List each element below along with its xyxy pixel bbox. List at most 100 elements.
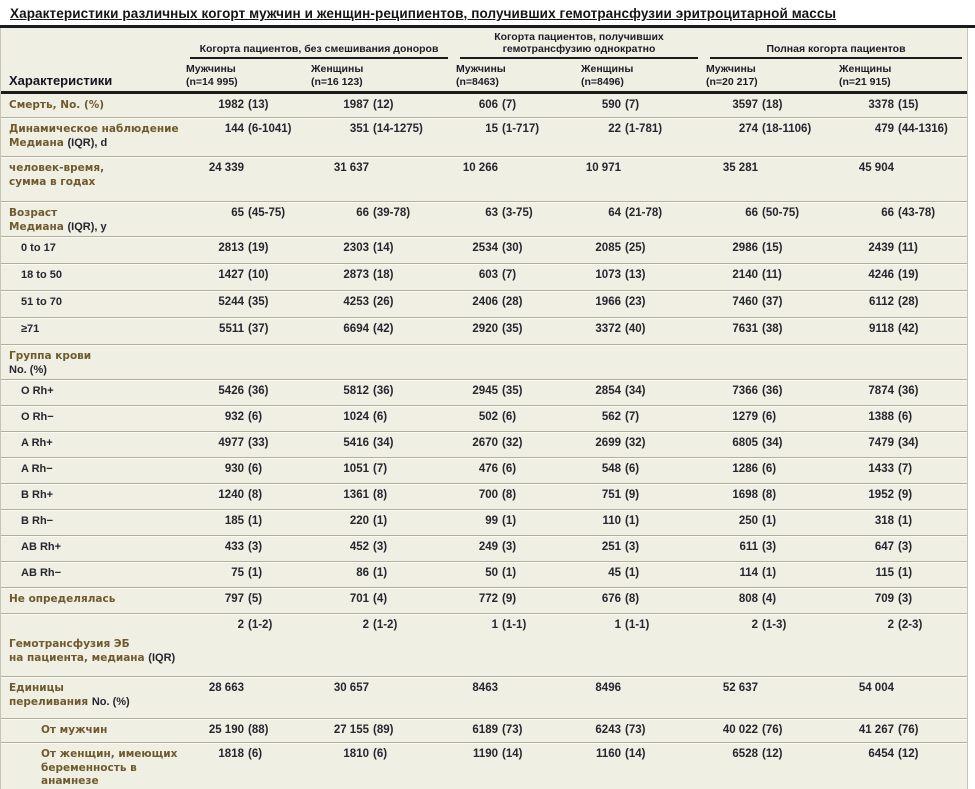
table-cell: 99 (1) xyxy=(454,510,579,535)
row-label-segment: Группа крови xyxy=(9,350,92,362)
table-cell: 932 (6) xyxy=(184,406,309,431)
table-row: человек-время, сумма в годах 24 339 31 637 1… xyxy=(1,156,967,201)
table-cell: 1433 (7) xyxy=(837,458,968,483)
cell-percent: (35) xyxy=(502,323,523,335)
row-label-line: O Rh− xyxy=(21,411,184,425)
row-label-segment: ≥71 xyxy=(21,323,40,335)
table-cell: 1966 (23) xyxy=(579,291,704,317)
cell-percent: (34) xyxy=(373,437,394,449)
table-cell: 4977 (33) xyxy=(184,432,309,457)
cell-percent: (32) xyxy=(502,437,523,449)
row-label-segment: человек-время, xyxy=(9,162,105,174)
table-cell: 606 (7) xyxy=(454,94,579,117)
table-cell xyxy=(184,345,309,379)
row-label-segment: переливания xyxy=(9,695,92,708)
table-cell: 220 (1) xyxy=(309,510,454,535)
cell-number: 45 xyxy=(608,567,621,579)
cell-percent: (3) xyxy=(762,541,777,553)
cell-percent: (1) xyxy=(248,515,263,527)
cell-number: 35 281 xyxy=(722,162,758,174)
cell-percent: (50-75) xyxy=(762,207,800,219)
cell-percent: (7) xyxy=(502,269,517,281)
cell-number: 1427 xyxy=(218,269,244,281)
table-cell: 5812 (36) xyxy=(309,380,454,405)
cell-percent: (3) xyxy=(625,541,640,553)
table-cell: 6243 (73) xyxy=(579,719,704,742)
table-cell: 3597 (18) xyxy=(704,94,837,117)
cell-percent: (15) xyxy=(762,242,783,254)
table-cell: 808 (4) xyxy=(704,588,837,613)
cell-number: 6805 xyxy=(732,437,758,449)
cell-percent: (34) xyxy=(625,385,646,397)
cell-percent: (1) xyxy=(898,567,913,579)
cell-number: 2699 xyxy=(595,437,621,449)
cell-percent: (14) xyxy=(502,748,523,760)
cell-number: 6528 xyxy=(732,748,758,760)
table-cell: 502 (6) xyxy=(454,406,579,431)
cell-percent: (8) xyxy=(762,489,777,501)
table-cell: 709 (3) xyxy=(837,588,968,613)
column-header-women-2: Женщины (n=8496) xyxy=(579,59,704,91)
table-cell: 114 (1) xyxy=(704,562,837,587)
table-cell: 797 (5) xyxy=(184,588,309,613)
table-cell: 433 (3) xyxy=(184,536,309,561)
cell-percent: (6) xyxy=(502,411,517,423)
row-label-line: 0 to 17 xyxy=(21,242,184,256)
cell-percent: (9) xyxy=(898,489,913,501)
cell-percent: (6) xyxy=(248,463,263,475)
row-label: Возраст Медиана (IQR), y xyxy=(1,202,184,236)
row-label-line: человек-время, xyxy=(9,162,184,176)
cell-percent: (7) xyxy=(898,463,913,475)
cell-percent: (28) xyxy=(502,296,523,308)
table-cell: 2813 (19) xyxy=(184,237,309,263)
table-row: A Rh+ 4977 (33) 5416 (34) 2670 (32) 2699 (32) 680… xyxy=(1,431,967,457)
row-label: Не определялась xyxy=(1,588,184,613)
cell-percent: (3) xyxy=(502,541,517,553)
row-label-line: Гемотрансфузия ЭБ xyxy=(9,638,184,652)
table-title: Характеристики различных когорт мужчин и… xyxy=(10,6,837,21)
cell-percent: (25) xyxy=(625,242,646,254)
cell-number: 185 xyxy=(224,515,244,527)
table-cell: 25 190 (88) xyxy=(184,719,309,742)
table-cell: 66 (43-78) xyxy=(837,202,968,236)
cell-percent: (32) xyxy=(625,437,646,449)
cell-percent: (12) xyxy=(373,99,394,111)
row-label: Единицы переливания No. (%) xyxy=(1,677,184,718)
table-cell: 24 339 xyxy=(184,157,309,201)
cell-number: 250 xyxy=(738,515,758,527)
cell-number: 2873 xyxy=(343,269,369,281)
table-row: 0 to 17 2813 (19) 2303 (14) 2534 (30) 2085 (25) 2… xyxy=(1,236,967,263)
cell-number: 930 xyxy=(224,463,244,475)
table-cell: 110 (1) xyxy=(579,510,704,535)
cell-number: 24 339 xyxy=(208,162,244,174)
table-cell: 6189 (73) xyxy=(454,719,579,742)
cell-number: 144 xyxy=(224,123,244,135)
cell-number: 603 xyxy=(478,269,498,281)
row-label-line: AB Rh− xyxy=(21,567,184,581)
cell-percent: (6-1041) xyxy=(248,123,292,135)
cell-number: 1073 xyxy=(595,269,621,281)
table-cell: 351 (14-1275) xyxy=(309,118,454,156)
table-cell: 3372 (40) xyxy=(579,318,704,344)
table-cell: 63 (3-75) xyxy=(454,202,579,236)
cell-number: 9118 xyxy=(869,323,894,335)
cell-number: 27 155 xyxy=(333,724,369,736)
table-cell: 1698 (8) xyxy=(704,484,837,509)
cell-percent: (3-75) xyxy=(502,207,533,219)
cell-number: 2439 xyxy=(868,242,894,254)
table-cell: 1024 (6) xyxy=(309,406,454,431)
cell-number: 8463 xyxy=(472,682,498,694)
cell-percent: (14) xyxy=(625,748,646,760)
cell-number: 548 xyxy=(601,463,621,475)
row-label-line: на пациента, медиана (IQR) xyxy=(9,652,184,666)
table-cell: 1279 (6) xyxy=(704,406,837,431)
cell-percent: (4) xyxy=(762,593,777,605)
cell-percent: (8) xyxy=(373,489,388,501)
table-cell: 5416 (34) xyxy=(309,432,454,457)
cell-percent: (43-78) xyxy=(898,207,936,219)
row-label: Динамическое наблюдение Медиана (IQR), d xyxy=(1,118,184,156)
table-cell: 6528 (12) xyxy=(704,743,837,789)
table-cell: 22 (1-781) xyxy=(579,118,704,156)
cell-percent: (3) xyxy=(373,541,388,553)
table-cell: 6805 (34) xyxy=(704,432,837,457)
